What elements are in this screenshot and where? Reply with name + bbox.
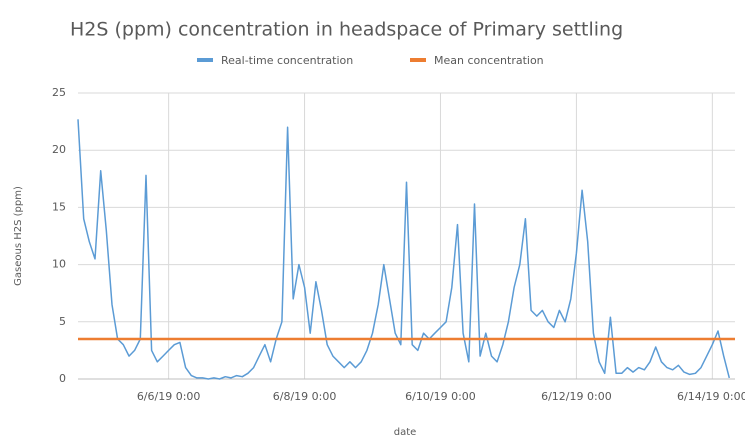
legend-swatch bbox=[197, 58, 213, 62]
legend-label: Real-time concentration bbox=[221, 54, 353, 67]
x-tick-label: 6/8/19 0:00 bbox=[273, 390, 337, 403]
y-tick-label: 5 bbox=[59, 315, 66, 328]
chart-title: H2S (ppm) concentration in headspace of … bbox=[70, 19, 623, 41]
x-tick-label: 6/6/19 0:00 bbox=[137, 390, 201, 403]
x-axis-label: date bbox=[394, 427, 417, 438]
y-tick-label: 0 bbox=[59, 372, 66, 385]
y-tick-label: 15 bbox=[52, 200, 66, 213]
x-tick-label: 6/12/19 0:00 bbox=[541, 390, 612, 403]
y-tick-label: 25 bbox=[52, 86, 66, 99]
data-line bbox=[77, 119, 731, 380]
y-tick-label: 20 bbox=[52, 143, 66, 156]
legend-swatch bbox=[410, 58, 426, 62]
y-axis-label: Gaseous H2S (ppm) bbox=[13, 186, 24, 286]
x-tick-label: 6/10/19 0:00 bbox=[405, 390, 476, 403]
y-tick-label: 10 bbox=[52, 258, 66, 271]
x-tick-label: 6/14/19 0:00 bbox=[677, 390, 745, 403]
legend-label: Mean concentration bbox=[434, 54, 544, 67]
